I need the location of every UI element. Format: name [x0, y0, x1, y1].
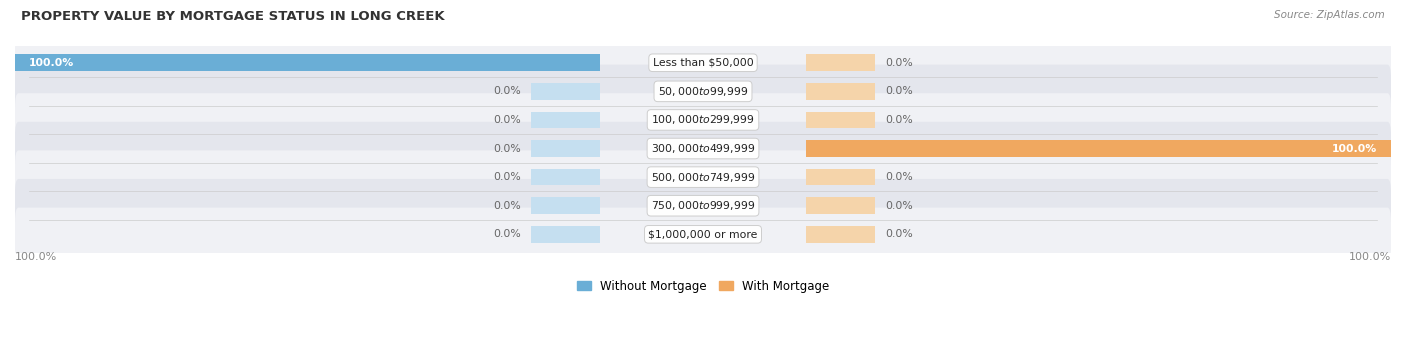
Legend: Without Mortgage, With Mortgage: Without Mortgage, With Mortgage: [576, 279, 830, 293]
FancyBboxPatch shape: [15, 150, 1391, 204]
Bar: [15, 54, 600, 71]
Text: 0.0%: 0.0%: [494, 86, 520, 96]
FancyBboxPatch shape: [15, 122, 1391, 175]
Text: $300,000 to $499,999: $300,000 to $499,999: [651, 142, 755, 155]
Bar: [531, 169, 600, 185]
Bar: [531, 54, 600, 71]
Bar: [806, 83, 875, 100]
Text: PROPERTY VALUE BY MORTGAGE STATUS IN LONG CREEK: PROPERTY VALUE BY MORTGAGE STATUS IN LON…: [21, 10, 444, 23]
Bar: [531, 226, 600, 243]
FancyBboxPatch shape: [15, 208, 1391, 261]
Bar: [806, 140, 1391, 157]
Text: 0.0%: 0.0%: [886, 86, 912, 96]
Text: 0.0%: 0.0%: [494, 229, 520, 239]
FancyBboxPatch shape: [15, 65, 1391, 118]
Text: 0.0%: 0.0%: [886, 172, 912, 182]
FancyBboxPatch shape: [15, 93, 1391, 147]
Text: 0.0%: 0.0%: [886, 115, 912, 125]
Bar: [531, 112, 600, 128]
Text: 0.0%: 0.0%: [494, 201, 520, 211]
Bar: [806, 112, 875, 128]
Text: 0.0%: 0.0%: [886, 58, 912, 68]
Text: $1,000,000 or more: $1,000,000 or more: [648, 229, 758, 239]
Text: Source: ZipAtlas.com: Source: ZipAtlas.com: [1274, 10, 1385, 20]
Text: 0.0%: 0.0%: [494, 143, 520, 154]
Text: $750,000 to $999,999: $750,000 to $999,999: [651, 199, 755, 212]
Text: 0.0%: 0.0%: [886, 201, 912, 211]
Bar: [806, 226, 875, 243]
Bar: [806, 169, 875, 185]
Bar: [806, 198, 875, 214]
Text: 0.0%: 0.0%: [494, 172, 520, 182]
Bar: [806, 140, 875, 157]
Bar: [531, 140, 600, 157]
Text: 100.0%: 100.0%: [1331, 143, 1378, 154]
FancyBboxPatch shape: [15, 36, 1391, 89]
Text: $100,000 to $299,999: $100,000 to $299,999: [651, 114, 755, 126]
Bar: [531, 198, 600, 214]
Text: $50,000 to $99,999: $50,000 to $99,999: [658, 85, 748, 98]
Bar: [806, 54, 875, 71]
Text: 100.0%: 100.0%: [1348, 252, 1391, 262]
Text: $500,000 to $749,999: $500,000 to $749,999: [651, 171, 755, 184]
Text: 100.0%: 100.0%: [15, 252, 58, 262]
Bar: [531, 83, 600, 100]
Text: 0.0%: 0.0%: [886, 229, 912, 239]
Text: Less than $50,000: Less than $50,000: [652, 58, 754, 68]
Text: 100.0%: 100.0%: [28, 58, 75, 68]
Text: 0.0%: 0.0%: [494, 115, 520, 125]
FancyBboxPatch shape: [15, 179, 1391, 233]
